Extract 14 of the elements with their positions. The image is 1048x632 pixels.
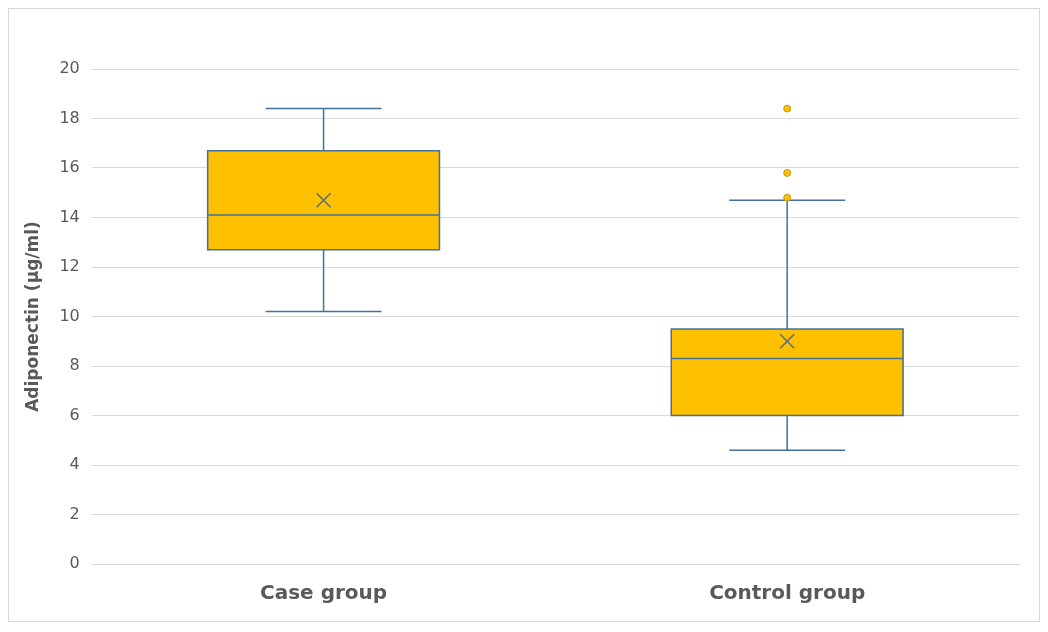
y-tick-label: 8: [69, 355, 80, 375]
y-tick-label: 16: [59, 157, 80, 177]
y-tick-label: 0: [69, 553, 80, 573]
y-tick-label: 6: [69, 404, 80, 424]
y-tick-label: 10: [59, 305, 80, 325]
y-tick-label: 18: [59, 107, 80, 127]
y-tick-label: 4: [69, 454, 80, 474]
y-tick-label: 2: [69, 503, 80, 523]
y-tick-label: 20: [59, 58, 80, 78]
y-tick-label: 14: [59, 206, 80, 226]
x-tick-label: Control group: [709, 580, 866, 605]
x-tick-label: Case group: [260, 580, 388, 605]
y-tick-label: 12: [59, 256, 80, 276]
y-axis-title: Adiponectin (µg/ml): [21, 221, 42, 412]
